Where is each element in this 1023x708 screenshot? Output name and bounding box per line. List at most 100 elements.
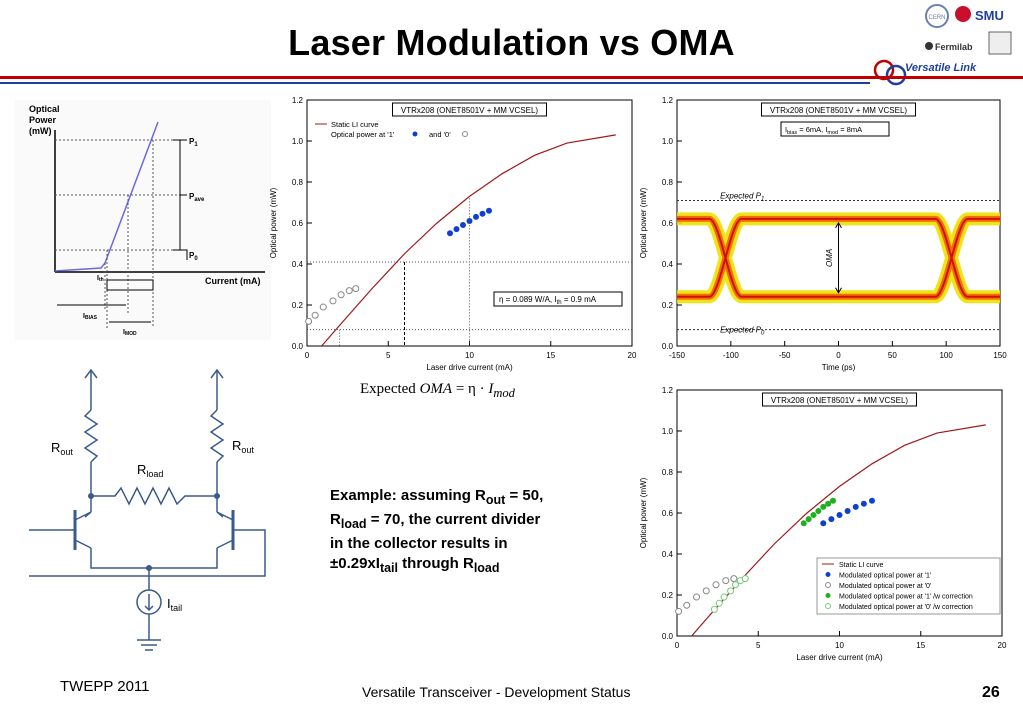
x-tick-label: 20 xyxy=(628,351,637,360)
y-tick-label: 0.4 xyxy=(662,260,674,269)
chart-title-box xyxy=(392,102,547,117)
x-tick-label: 5 xyxy=(756,641,761,650)
x-tick-label: 0 xyxy=(836,351,841,360)
one-level-point xyxy=(466,217,473,224)
x-tick-label: -100 xyxy=(723,351,740,360)
zero-corrected-point xyxy=(715,599,723,607)
one-level-point xyxy=(460,222,466,229)
li-pave-label: Pave xyxy=(189,192,205,203)
y-tick-label: 1.0 xyxy=(662,137,674,146)
annotation-box xyxy=(780,121,890,137)
legend-swatch xyxy=(825,572,831,577)
footer-conference: TWEPP 2011 xyxy=(60,678,150,695)
one-corrected-point xyxy=(805,516,812,523)
differential-pair-circuit: Rout Rout Rload Itail xyxy=(29,368,266,651)
li-ith-label: Ith xyxy=(97,275,104,283)
one-level-point xyxy=(836,512,843,519)
rout-right-label: Rout xyxy=(232,438,254,455)
y-axis-label: Optical power (mW) xyxy=(639,187,648,258)
versatile-link-logo-icon xyxy=(873,59,907,86)
one-level-point xyxy=(869,497,875,504)
chart-title: VTRx208 (ONET8501V + MM VCSEL) xyxy=(771,396,908,405)
legend-label: Static LI curve xyxy=(331,120,379,129)
rload-resistor xyxy=(91,486,217,506)
li-curve xyxy=(54,121,159,272)
institution-logos: CERN SMU Fermilab xyxy=(915,2,1015,57)
y-tick-label: 0.8 xyxy=(662,178,674,187)
itail-label: Itail xyxy=(167,596,182,613)
rout-right-resistor xyxy=(209,409,225,463)
chart-title-box xyxy=(762,392,917,407)
x-tick-label: 0 xyxy=(305,351,310,360)
y-axis-label: Optical power (mW) xyxy=(269,187,278,258)
zero-level-point xyxy=(702,587,710,595)
x-axis-label: Time (ps) xyxy=(822,363,856,372)
example-line-3: in the collector results in xyxy=(330,535,508,552)
li-curve-line xyxy=(321,134,616,347)
one-corrected-point xyxy=(820,503,827,510)
zero-corrected-point xyxy=(727,587,735,595)
x-axis-label: Laser drive current (mA) xyxy=(796,653,883,662)
chart-title: VTRx208 (ONET8501V + MM VCSEL) xyxy=(401,106,538,115)
zero-level-point xyxy=(311,311,319,319)
annotation-text: η = 0.089 W/A, Ith = 0.9 mA xyxy=(499,295,597,306)
y-tick-label: 0.6 xyxy=(292,219,304,228)
x-tick-label: 0 xyxy=(675,641,680,650)
zero-level-point xyxy=(712,581,720,589)
legend-label: Modulated optical power at '0' xyxy=(839,583,931,590)
legend-swatch xyxy=(825,603,831,609)
zero-level-point xyxy=(730,575,738,583)
legend-label: Optical power at '1' xyxy=(331,130,395,139)
zero-corrected-point xyxy=(720,593,728,601)
example-line-2: Rload = 70, the current divider xyxy=(330,511,541,531)
zero-level-point xyxy=(345,287,353,295)
chart-eye-diagram: -150 -100 -50 0 50 100 150 0.0 0.2 0.4 0.6 0.8 1.0 1.… xyxy=(639,96,1007,372)
annotation-text: Ibias = 6mA, Imod = 8mA xyxy=(785,125,862,136)
legend-box xyxy=(816,557,1001,615)
one-level-point xyxy=(473,213,479,220)
y-tick-label: 1.0 xyxy=(292,137,304,146)
one-level-point xyxy=(453,226,460,233)
expected-p1-label: Expected P1 xyxy=(720,191,764,202)
x-tick-label: 15 xyxy=(916,641,925,650)
x-axis-label: Laser drive current (mA) xyxy=(426,363,513,372)
one-level-point xyxy=(852,503,859,510)
chart-li-oma: 0 5 10 15 20 0.0 0.2 0.4 0.6 0.8 1.0 1.2 Laser drive… xyxy=(269,96,637,372)
oma-arrow-head xyxy=(835,221,842,229)
cern-logo-text: CERN xyxy=(928,15,945,21)
zero-level-point xyxy=(693,593,700,601)
one-corrected-point xyxy=(815,507,822,514)
x-tick-label: 15 xyxy=(546,351,555,360)
oma-label: OMA xyxy=(825,249,834,267)
legend-swatch xyxy=(462,131,468,137)
header-rule-red xyxy=(0,76,1023,79)
x-tick-label: 100 xyxy=(939,351,953,360)
rout-left-resistor xyxy=(83,409,99,463)
x-tick-label: 10 xyxy=(835,641,844,650)
li-imod-label: IMOD xyxy=(123,329,137,337)
zero-level-point xyxy=(683,601,691,609)
expected-p0-label: Expected P0 xyxy=(720,326,765,337)
y-tick-label: 0.4 xyxy=(292,260,304,269)
versatile-link-brand: Versatile Link xyxy=(905,62,977,74)
y-axis-label: Optical power (mW) xyxy=(639,477,648,548)
footer-title: Versatile Transceiver - Development Stat… xyxy=(362,684,631,700)
x-tick-label: 5 xyxy=(386,351,391,360)
zero-corrected-point xyxy=(741,575,749,583)
zero-level-point xyxy=(722,577,730,585)
li-diagram: Optical Power (mW) Current (mA) P1 Pave … xyxy=(15,100,271,340)
page-number: 26 xyxy=(982,684,1000,701)
example-line-1: Example: assuming Rout = 50, xyxy=(330,487,544,507)
zero-level-point xyxy=(352,285,360,293)
fermilab-logo-text: Fermilab xyxy=(935,42,973,52)
annotation-box xyxy=(493,291,623,307)
one-corrected-point xyxy=(800,520,807,527)
one-level-point xyxy=(486,207,492,214)
zero-level-point xyxy=(675,607,683,615)
one-level-point xyxy=(820,520,827,527)
one-level-point xyxy=(447,230,453,237)
one-level-point xyxy=(844,507,851,514)
legend-swatch xyxy=(412,131,418,137)
zero-level-point xyxy=(329,297,337,305)
y-tick-label: 0.0 xyxy=(662,342,674,351)
